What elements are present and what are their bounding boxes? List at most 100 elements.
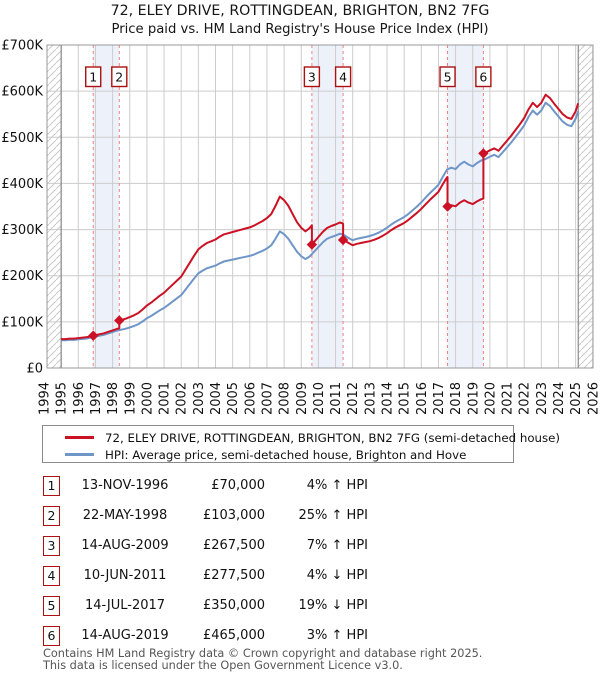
sale-price: £277,500 <box>202 568 265 583</box>
x-axis-tick-label: 2006 <box>243 382 258 415</box>
hpi-line <box>61 101 580 342</box>
sale-number-badge: 3 <box>43 536 60 556</box>
y-axis-tick-label: £600K <box>1 85 43 100</box>
x-axis-tick-label: 2018 <box>449 382 464 415</box>
chart-legend: 72, ELEY DRIVE, ROTTINGDEAN, BRIGHTON, B… <box>42 425 560 463</box>
sale-price: £350,000 <box>202 598 265 613</box>
hpi-line-swatch <box>65 453 94 456</box>
x-axis-tick-label: 1994 <box>38 382 53 415</box>
x-axis-tick-label: 2000 <box>140 382 155 415</box>
y-axis-tick-label: £200K <box>1 269 43 284</box>
plot-frame <box>46 44 594 369</box>
sale-number-flag <box>475 66 492 88</box>
sale-number-badge: 2 <box>43 506 60 526</box>
sale-point-marker <box>88 330 99 341</box>
sale-number-badge: 5 <box>43 596 60 616</box>
sale-number-flag-label: 6 <box>479 70 487 85</box>
x-axis-tick-label: 2007 <box>260 382 275 415</box>
sale-row: 4 10-JUN-2011 £277,500 4% ↓ HPI <box>0 566 600 590</box>
x-axis-tick-label: 2020 <box>483 382 498 415</box>
sale-date: 14-AUG-2009 <box>81 538 169 553</box>
x-axis-tick-label: 2008 <box>278 382 293 415</box>
sale-row: 1 13-NOV-1996 £70,000 4% ↑ HPI <box>0 476 600 500</box>
sale-point-marker <box>478 148 489 159</box>
x-axis-tick-label: 2024 <box>552 382 567 415</box>
x-axis-tick-label: 1996 <box>72 382 87 415</box>
x-axis-tick-label: 2005 <box>226 382 241 415</box>
x-axis-tick-label: 2026 <box>586 382 600 415</box>
x-axis-tick-label: 2021 <box>501 382 516 415</box>
sale-price: £267,500 <box>202 538 265 553</box>
plot-border <box>46 44 594 369</box>
sale-number-flag-label: 2 <box>115 70 123 85</box>
license-note: Contains HM Land Registry data © Crown c… <box>43 648 583 672</box>
sale-vs-hpi: 25% ↑ HPI <box>298 508 368 523</box>
sale-date: 10-JUN-2011 <box>83 568 167 583</box>
x-axis-tick-label: 1995 <box>55 382 70 415</box>
sale-number-flag <box>303 66 321 88</box>
sale-vs-hpi: 7% ↑ HPI <box>306 538 368 553</box>
sale-number-flag-label: 4 <box>339 70 347 85</box>
sale-number-flag-label: 1 <box>89 70 97 85</box>
sale-number-flag <box>439 66 456 88</box>
x-axis-tick-label: 2010 <box>312 382 327 415</box>
sale-price: £465,000 <box>202 628 265 643</box>
sale-vs-hpi: 4% ↑ HPI <box>306 478 368 493</box>
sale-vs-hpi: 19% ↓ HPI <box>298 598 368 613</box>
x-axis-tick-label: 2002 <box>175 382 190 415</box>
x-axis-tick-label: 2001 <box>158 382 173 415</box>
license-line-2: This data is licensed under the Open Gov… <box>43 658 403 672</box>
sale-point-marker <box>306 239 318 250</box>
x-axis-tick-label: 2004 <box>209 382 224 415</box>
sale-point-marker <box>114 315 125 326</box>
sale-number-badge: 1 <box>43 476 60 496</box>
no-data-hatch <box>47 45 593 368</box>
y-axis-tick-label: £700K <box>1 39 43 54</box>
x-axis-tick-label: 2017 <box>432 382 447 415</box>
hatch-left <box>47 45 62 368</box>
x-axis-labels: 1994 1995 1996 1997 1998 1999 2000 2001 2002 2003… <box>38 382 600 415</box>
sale-row: 6 14-AUG-2019 £465,000 3% ↑ HPI <box>0 626 600 650</box>
y-axis-labels: £0 £100K £200K £300K £400K £500K £600K £700K <box>1 39 43 377</box>
x-axis-tick-label: 2016 <box>415 382 430 415</box>
sale-date: 14-AUG-2019 <box>81 628 169 643</box>
sale-point-marker <box>442 201 453 212</box>
sale-date: 14-JUL-2017 <box>84 598 166 613</box>
hatch-right <box>578 45 593 368</box>
sale-number-flags: 1 2 3 4 5 6 <box>85 66 492 88</box>
x-axis-tick-label: 2014 <box>381 382 396 415</box>
x-axis-tick-label: 1999 <box>123 382 138 415</box>
sale-row: 3 14-AUG-2009 £267,500 7% ↑ HPI <box>0 536 600 560</box>
page-subtitle: Price paid vs. HM Land Registry's House … <box>111 22 489 37</box>
x-axis-tick-label: 2022 <box>518 382 533 415</box>
sale-price: £103,000 <box>202 508 265 523</box>
y-axis-tick-label: £400K <box>1 177 43 192</box>
sale-date: 22-MAY-1998 <box>82 508 168 523</box>
x-axis-tick-label: 2011 <box>329 382 344 415</box>
y-axis-tick-label: £300K <box>1 223 43 238</box>
sale-band <box>311 45 344 368</box>
sale-number-badge: 6 <box>43 626 60 646</box>
x-axis-tick-label: 2003 <box>192 382 207 415</box>
x-axis-tick-label: 2009 <box>295 382 310 415</box>
x-axis-tick-label: 1998 <box>106 382 121 415</box>
sale-point-marker <box>337 234 349 246</box>
license-line-1: Contains HM Land Registry data © Crown c… <box>43 647 483 660</box>
sale-number-flag <box>111 66 128 88</box>
sale-price: £70,000 <box>211 478 265 493</box>
sale-vs-hpi: 4% ↓ HPI <box>306 568 368 583</box>
sale-date: 13-NOV-1996 <box>81 478 169 493</box>
x-axis-tick-label: 2023 <box>535 382 550 415</box>
sale-markers <box>88 148 489 341</box>
sale-number-flag-label: 3 <box>308 70 316 85</box>
sale-vs-hpi: 3% ↑ HPI <box>306 628 368 643</box>
x-axis-tick-label: 2013 <box>363 382 378 415</box>
legend-hpi-label: HPI: Average price, semi-detached house,… <box>105 447 467 462</box>
y-axis-tick-label: £0 <box>26 362 43 377</box>
sale-number-flag <box>334 66 352 88</box>
sale-number-badge: 4 <box>43 566 60 586</box>
x-axis-tick-label: 2015 <box>398 382 413 415</box>
y-axis-tick-label: £100K <box>1 315 43 330</box>
sale-number-flag <box>85 66 102 88</box>
